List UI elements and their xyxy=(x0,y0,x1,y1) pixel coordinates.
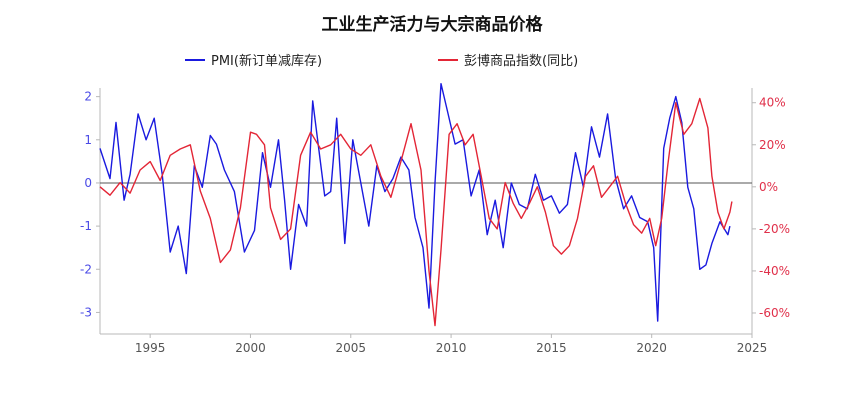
y-right-tick-label: 0% xyxy=(759,180,778,194)
legend-label-commodity: 彭博商品指数(同比) xyxy=(464,54,578,69)
series-line-pmi xyxy=(99,83,731,322)
y-right-tick-label: 40% xyxy=(759,96,786,110)
y-right-tick-label: -60% xyxy=(759,306,790,320)
x-tick-label: 2025 xyxy=(737,341,768,355)
y-left-tick-label: 2 xyxy=(84,90,92,104)
x-tick-label: 1995 xyxy=(135,341,166,355)
x-tick-label: 2005 xyxy=(335,341,366,355)
y-right-tick-label: -40% xyxy=(759,264,790,278)
y-right-tick-label: 20% xyxy=(759,138,786,152)
series-line-commodity xyxy=(99,97,733,327)
y-left-tick-label: -3 xyxy=(80,305,92,319)
y-left-tick-label: -2 xyxy=(80,262,92,276)
y-right-tick-label: -20% xyxy=(759,222,790,236)
x-tick-label: 2000 xyxy=(235,341,266,355)
x-tick-label: 2010 xyxy=(436,341,467,355)
x-tick-label: 2020 xyxy=(636,341,667,355)
x-tick-label: 2015 xyxy=(536,341,567,355)
y-left-tick-label: 0 xyxy=(84,176,92,190)
chart-title: 工业生产活力与大宗商品价格 xyxy=(322,14,544,35)
plot-area: 2 1 0 -1 -2 -3 40% 20% 0% -20% -40% -60% 1995 2000 200… xyxy=(80,83,790,355)
y-left-tick-label: -1 xyxy=(80,219,92,233)
y-left-tick-label: 1 xyxy=(84,133,92,147)
legend: PMI(新订单减库存) 彭博商品指数(同比) xyxy=(185,53,578,69)
legend-label-pmi: PMI(新订单减库存) xyxy=(211,53,322,69)
